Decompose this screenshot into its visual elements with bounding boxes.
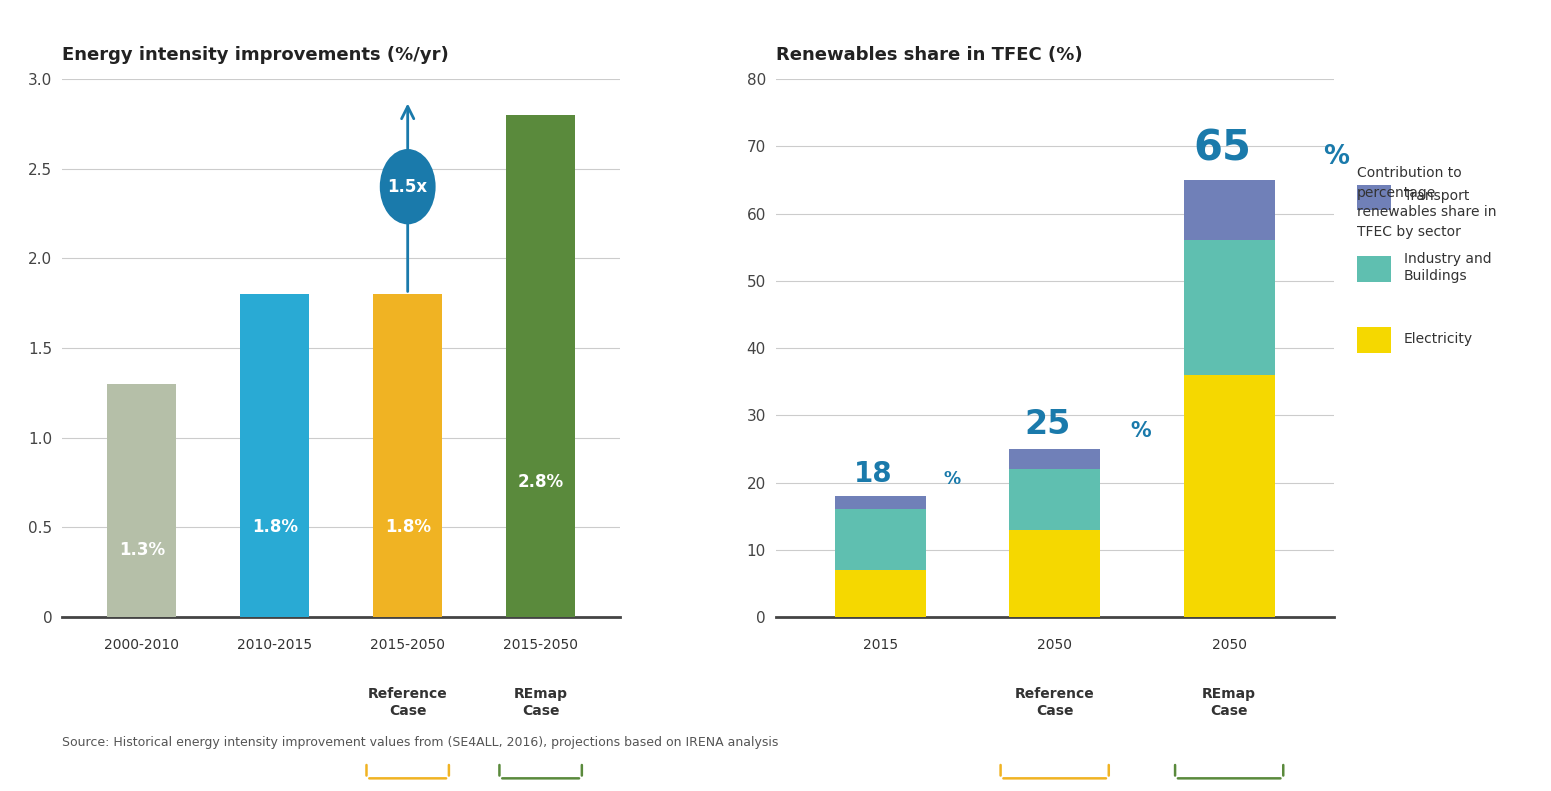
Text: %: % <box>1131 421 1151 441</box>
Bar <box>240 294 309 617</box>
Bar <box>374 294 442 617</box>
Text: 2.8%: 2.8% <box>518 474 563 491</box>
Text: REmap
Case: REmap Case <box>513 687 568 718</box>
Text: Energy intensity improvements (%/yr): Energy intensity improvements (%/yr) <box>62 46 448 63</box>
Text: REmap
Case: REmap Case <box>1202 687 1256 718</box>
Bar <box>107 384 177 617</box>
Text: Reference
Case: Reference Case <box>1014 687 1095 718</box>
Bar <box>1010 530 1100 617</box>
Text: 1.8%: 1.8% <box>385 518 431 536</box>
Text: Transport: Transport <box>1404 189 1469 203</box>
Text: 1.8%: 1.8% <box>251 518 298 536</box>
Text: 2000-2010: 2000-2010 <box>104 638 180 653</box>
Bar <box>834 496 926 509</box>
Bar <box>1010 469 1100 530</box>
Text: 2015: 2015 <box>862 638 898 653</box>
Text: %: % <box>1323 144 1349 170</box>
Text: 65: 65 <box>1193 128 1252 170</box>
Text: Reference
Case: Reference Case <box>368 687 448 718</box>
Bar <box>834 570 926 617</box>
Text: 2010-2015: 2010-2015 <box>237 638 312 653</box>
Text: Industry and
Buildings: Industry and Buildings <box>1404 252 1491 283</box>
Text: 1.3%: 1.3% <box>119 541 164 558</box>
Text: Contribution to
percentage
renewables share in
TFEC by sector: Contribution to percentage renewables sh… <box>1357 166 1497 239</box>
Bar <box>1183 180 1275 240</box>
Text: 2050: 2050 <box>1038 638 1072 653</box>
Text: %: % <box>943 470 960 488</box>
Text: 2015-2050: 2015-2050 <box>503 638 579 653</box>
Text: 25: 25 <box>1025 408 1070 441</box>
Text: 18: 18 <box>855 460 892 488</box>
Text: 2050: 2050 <box>1211 638 1247 653</box>
Bar <box>1183 375 1275 617</box>
Bar <box>834 509 926 570</box>
Bar <box>1183 240 1275 375</box>
Text: 2015-2050: 2015-2050 <box>371 638 445 653</box>
Ellipse shape <box>380 149 436 225</box>
Bar <box>1010 448 1100 469</box>
Text: Source: Historical energy intensity improvement values from (SE4ALL, 2016), proj: Source: Historical energy intensity impr… <box>62 736 779 748</box>
Text: 1.5x: 1.5x <box>388 178 428 195</box>
Text: Renewables share in TFEC (%): Renewables share in TFEC (%) <box>776 46 1083 63</box>
Text: Electricity: Electricity <box>1404 331 1473 346</box>
Bar <box>506 115 575 617</box>
